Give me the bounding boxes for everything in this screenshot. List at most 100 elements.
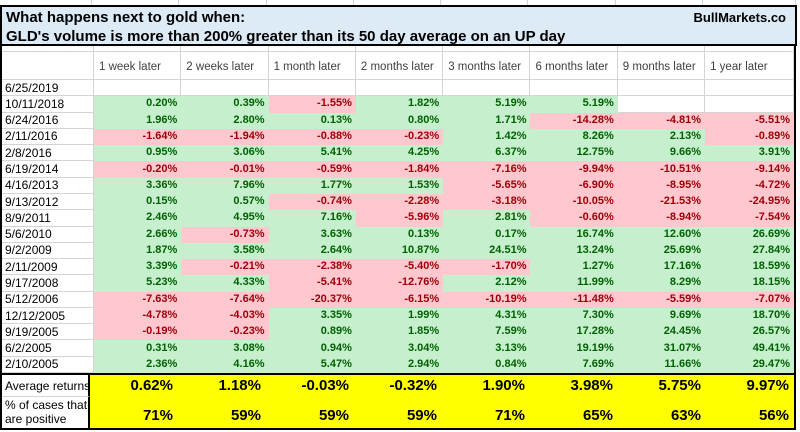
value-cell[interactable]: -5.59% (617, 291, 706, 308)
column-header[interactable]: 6 months later (530, 52, 618, 80)
value-cell[interactable]: 8.26% (530, 128, 618, 146)
value-cell[interactable]: 1.87% (94, 242, 182, 260)
value-cell[interactable]: -4.78% (94, 307, 182, 325)
value-cell[interactable]: 2.66% (94, 226, 182, 243)
value-cell[interactable]: -1.84% (355, 161, 444, 178)
value-cell[interactable]: -4.03% (181, 307, 269, 325)
value-cell[interactable]: -24.95% (705, 193, 794, 211)
value-cell[interactable]: 7.69% (530, 356, 618, 373)
value-cell[interactable]: -0.74% (268, 193, 356, 211)
value-cell[interactable]: -6.90% (530, 177, 618, 194)
value-cell[interactable]: 3.63% (268, 226, 356, 243)
value-cell[interactable]: -0.21% (181, 259, 269, 276)
value-cell[interactable]: 1.96% (94, 112, 182, 129)
value-cell[interactable]: -2.38% (268, 259, 356, 276)
value-cell[interactable]: -7.07% (705, 291, 794, 308)
value-cell[interactable]: -5.96% (355, 210, 444, 227)
value-cell[interactable]: 2.81% (443, 210, 531, 227)
value-cell[interactable]: -1.94% (181, 128, 269, 146)
column-header[interactable]: 9 months later (617, 52, 706, 80)
value-cell[interactable]: -5.65% (443, 177, 531, 194)
date-column-header[interactable] (2, 52, 94, 80)
value-cell[interactable]: 4.31% (443, 307, 531, 325)
value-cell[interactable]: 3.13% (443, 340, 531, 357)
value-cell[interactable]: 5.19% (443, 96, 531, 113)
value-cell[interactable]: 24.51% (443, 242, 531, 260)
value-cell[interactable]: 25.69% (617, 242, 706, 260)
value-cell[interactable]: -0.23% (181, 324, 269, 341)
value-cell[interactable]: 0.17% (443, 226, 531, 243)
value-cell[interactable]: 0.57% (181, 193, 269, 211)
date-cell[interactable]: 5/6/2010 (2, 226, 94, 243)
value-cell[interactable]: 2.13% (617, 128, 706, 146)
value-cell[interactable]: 2.80% (181, 112, 269, 129)
value-cell[interactable]: -5.40% (355, 259, 444, 276)
value-cell[interactable]: 0.15% (94, 193, 182, 211)
column-header[interactable]: 1 month later (268, 52, 356, 80)
value-cell[interactable]: 7.16% (268, 210, 356, 227)
date-cell[interactable]: 6/24/2016 (2, 112, 94, 129)
value-cell[interactable]: -9.94% (530, 161, 618, 178)
percent-positive-value-cell[interactable]: 71% (442, 396, 530, 428)
value-cell[interactable]: -0.59% (268, 161, 356, 178)
value-cell[interactable]: 29.47% (705, 356, 794, 373)
average-value-cell[interactable]: -0.32% (354, 375, 442, 396)
value-cell[interactable]: 2.46% (94, 210, 182, 227)
value-cell[interactable]: 2.64% (268, 242, 356, 260)
value-cell[interactable]: 6.37% (443, 145, 531, 162)
value-cell[interactable]: -7.63% (94, 291, 182, 308)
value-cell[interactable]: 0.13% (355, 226, 444, 243)
value-cell[interactable]: 7.96% (181, 177, 269, 194)
column-header[interactable]: 1 year later (705, 52, 794, 80)
value-cell[interactable]: 18.15% (705, 275, 794, 292)
value-cell[interactable]: -0.60% (530, 210, 618, 227)
percent-positive-value-cell[interactable]: 56% (706, 396, 794, 428)
value-cell[interactable] (530, 80, 618, 97)
average-value-cell[interactable]: 5.75% (618, 375, 706, 396)
value-cell[interactable]: -10.05% (530, 193, 618, 211)
value-cell[interactable]: -0.88% (268, 128, 356, 146)
value-cell[interactable]: -5.41% (268, 275, 356, 292)
value-cell[interactable]: -1.70% (443, 259, 531, 276)
value-cell[interactable]: 0.20% (94, 96, 182, 113)
value-cell[interactable]: 11.66% (617, 356, 706, 373)
percent-positive-label[interactable]: % of cases that are positive (2, 396, 90, 428)
value-cell[interactable]: -4.81% (617, 112, 706, 129)
value-cell[interactable] (705, 80, 794, 97)
value-cell[interactable]: 7.59% (443, 324, 531, 341)
value-cell[interactable]: 24.45% (617, 324, 706, 341)
value-cell[interactable]: 0.80% (355, 112, 444, 129)
value-cell[interactable]: 9.66% (617, 145, 706, 162)
value-cell[interactable]: 13.24% (530, 242, 618, 260)
value-cell[interactable]: 17.28% (530, 324, 618, 341)
date-cell[interactable]: 12/12/2005 (2, 307, 94, 325)
date-cell[interactable]: 6/2/2005 (2, 340, 94, 357)
percent-positive-value-cell[interactable]: 65% (530, 396, 618, 428)
value-cell[interactable]: -0.19% (94, 324, 182, 341)
value-cell[interactable]: 1.82% (355, 96, 444, 113)
value-cell[interactable] (355, 80, 444, 97)
value-cell[interactable]: 0.13% (268, 112, 356, 129)
value-cell[interactable]: 5.19% (530, 96, 618, 113)
value-cell[interactable]: 1.42% (443, 128, 531, 146)
value-cell[interactable]: 18.59% (705, 259, 794, 276)
column-header[interactable]: 2 months later (355, 52, 444, 80)
value-cell[interactable]: 3.91% (705, 145, 794, 162)
value-cell[interactable]: -6.15% (355, 291, 444, 308)
value-cell[interactable]: -0.23% (355, 128, 444, 146)
date-cell[interactable]: 9/2/2009 (2, 242, 94, 260)
percent-positive-value-cell[interactable]: 63% (618, 396, 706, 428)
value-cell[interactable]: 0.31% (94, 340, 182, 357)
value-cell[interactable] (181, 80, 269, 97)
value-cell[interactable]: -0.01% (181, 161, 269, 178)
value-cell[interactable]: -7.54% (705, 210, 794, 227)
column-header[interactable]: 1 week later (94, 52, 182, 80)
value-cell[interactable] (617, 96, 706, 113)
date-cell[interactable]: 6/19/2014 (2, 161, 94, 178)
value-cell[interactable]: -21.53% (617, 193, 706, 211)
value-cell[interactable]: 5.41% (268, 145, 356, 162)
value-cell[interactable]: 3.36% (94, 177, 182, 194)
value-cell[interactable]: -7.64% (181, 291, 269, 308)
value-cell[interactable]: 1.71% (443, 112, 531, 129)
date-cell[interactable]: 6/25/2019 (2, 80, 94, 97)
